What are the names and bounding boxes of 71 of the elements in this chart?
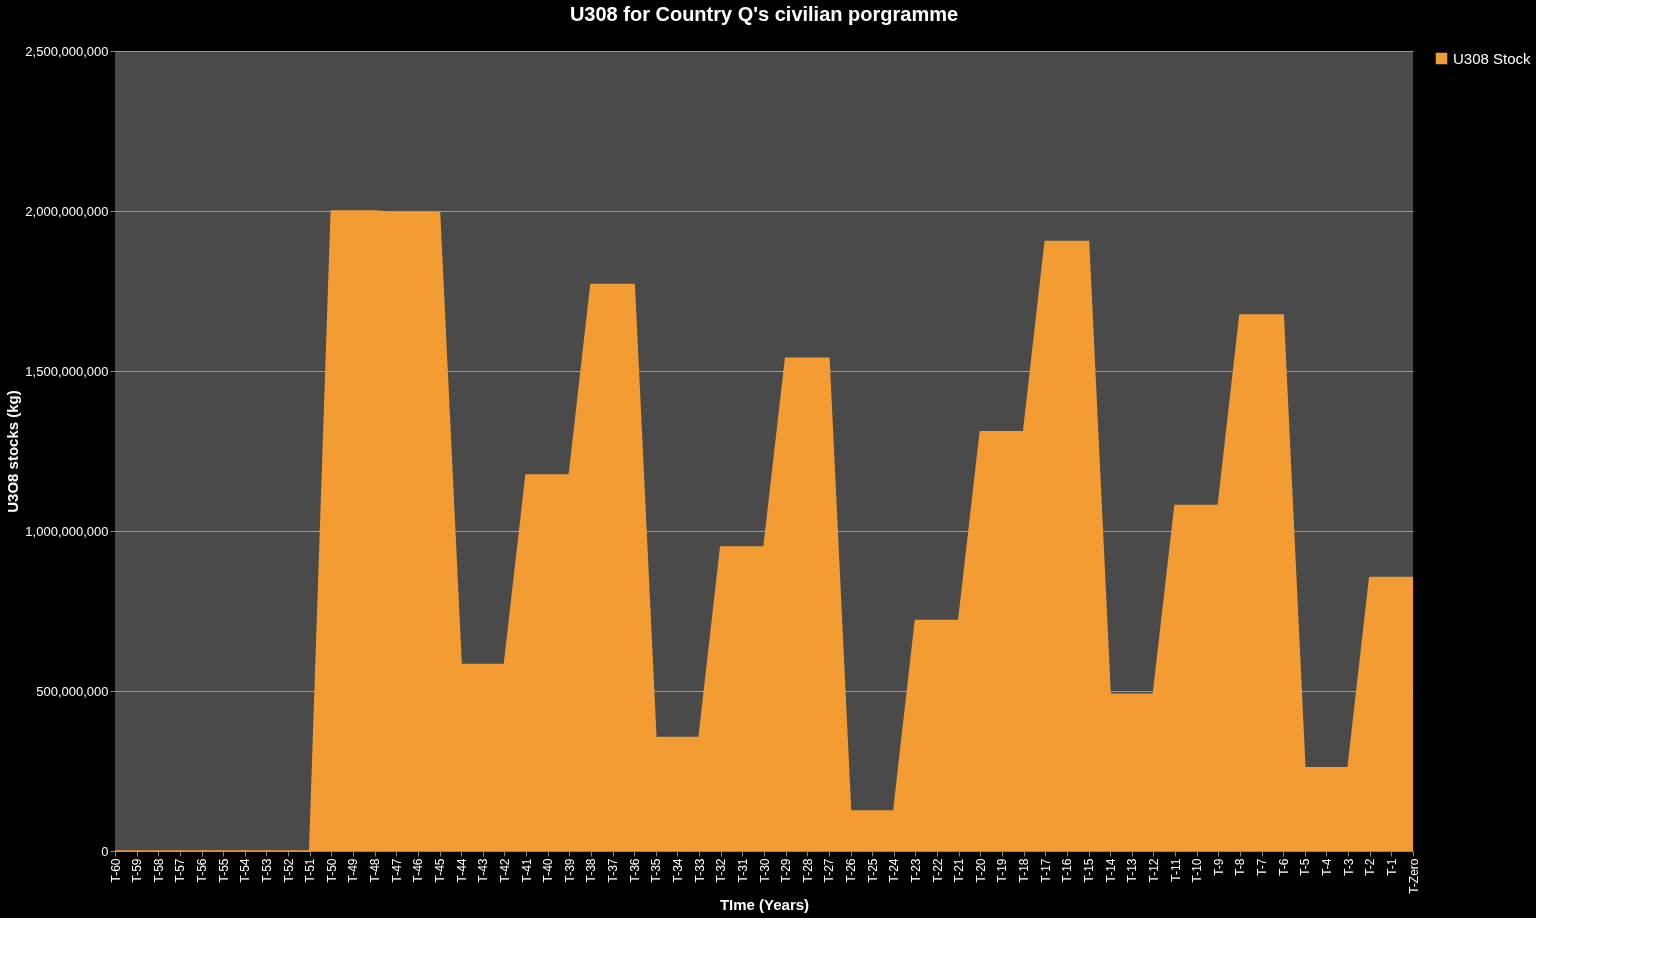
x-tick-label: T-31 [735,858,750,883]
x-tick-label: T-58 [151,858,166,883]
legend-label: U308 Stock [1453,49,1532,67]
x-tick-label: T-29 [779,858,794,883]
x-tick-label: T-36 [627,858,642,883]
x-tick-label: T-35 [649,858,664,883]
x-tick-label: T-40 [541,858,556,883]
x-tick-label: T-20 [973,858,988,883]
x-tick-label: T-5 [1298,858,1313,876]
x-tick-label: T-42 [497,858,512,883]
x-tick-label: T-33 [692,858,707,883]
x-tick-label: T-4 [1319,858,1334,876]
x-tick-label: T-12 [1146,858,1161,883]
x-tick-label: T-51 [303,858,318,883]
x-tick-label: T-14 [1103,858,1118,883]
x-tick-label: T-18 [1017,858,1032,883]
x-tick-label: T-8 [1233,858,1248,876]
x-tick-label: T-59 [130,858,145,883]
chart-title: U308 for Country Q's civilian porgramme [569,3,959,25]
x-tick-label: T-15 [1082,858,1096,883]
x-tick-label: T-32 [714,858,729,883]
x-tick-label: T-26 [844,858,859,883]
x-tick-label: T-9 [1211,858,1226,876]
x-tick-label: T-54 [238,858,253,883]
x-tick-label: T-23 [908,858,923,883]
y-tick-label: 0 [101,843,109,859]
x-tick-label: T-46 [411,858,426,883]
x-tick-label: T-41 [519,858,534,883]
x-tick-label: T-10 [1190,858,1205,883]
x-tick-label: T-28 [800,858,815,883]
x-tick-label: T-1 [1384,858,1399,876]
x-tick-label: T-60 [108,858,123,883]
x-tick-label: T-2 [1363,858,1378,876]
x-tick-label: T-37 [606,858,621,883]
x-tick-label: T-47 [389,858,404,883]
y-axis-title: U3O8 stocks (kg) [4,390,22,513]
x-tick-label: T-48 [368,858,383,883]
y-tick-label: 2,000,000,000 [25,203,109,219]
x-tick-label: T-52 [281,858,296,883]
x-axis-title: TIme (Years) [719,895,810,913]
x-tick-label: T-43 [476,858,491,883]
x-tick-label: T-Zero [1406,858,1421,894]
y-tick-label: 2,500,000,000 [25,43,109,59]
x-tick-label: T-24 [887,858,902,883]
x-tick-label: T-56 [195,858,210,883]
x-tick-label: T-11 [1168,858,1183,882]
x-tick-label: T-34 [670,858,685,883]
x-tick-label: T-45 [433,858,447,883]
x-tick-label: T-57 [173,858,188,883]
y-tick-label: 1,500,000,000 [25,363,109,379]
x-tick-label: T-27 [822,858,837,883]
x-tick-label: T-25 [865,858,880,883]
x-tick-label: T-50 [324,858,339,883]
y-tick-label: 1,000,000,000 [25,523,109,539]
x-tick-label: T-53 [259,858,274,883]
x-tick-label: T-21 [952,858,967,883]
x-tick-label: T-6 [1276,858,1291,876]
x-tick-label: T-44 [454,858,469,883]
y-tick-label: 500,000,000 [36,683,109,699]
x-tick-label: T-13 [1125,858,1140,883]
x-tick-label: T-30 [757,858,772,883]
x-tick-label: T-38 [584,858,599,883]
x-tick-label: T-19 [995,858,1010,883]
x-tick-label: T-16 [1060,858,1075,883]
x-tick-label: T-7 [1255,858,1270,876]
x-tick-label: T-39 [562,858,577,883]
x-tick-label: T-55 [216,858,231,883]
x-tick-label: T-22 [930,858,945,883]
x-tick-label: T-49 [346,858,361,883]
x-tick-label: T-17 [1038,858,1053,883]
x-tick-label: T-3 [1341,858,1356,876]
